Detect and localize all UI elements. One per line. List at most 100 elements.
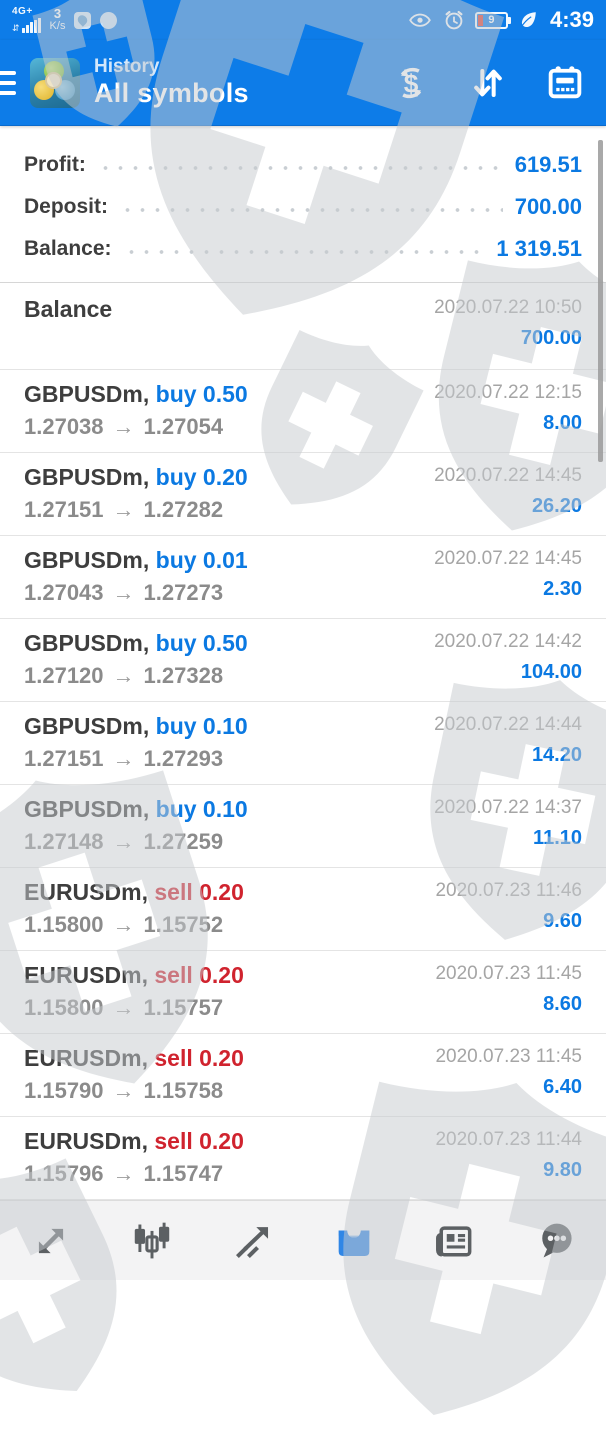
- arrow-glyph: →: [112, 579, 135, 605]
- summary-row-balance: Balance: 1 319.51: [24, 228, 582, 270]
- news-icon: [435, 1225, 471, 1256]
- trade-prices: 1.27148 → 1.27259: [24, 828, 224, 854]
- trade-symbol: EURUSDm,: [24, 962, 148, 988]
- history-trade-row[interactable]: GBPUSDm, buy 0.01 1.27043 → 1.27273 2020.0…: [0, 536, 606, 619]
- trade-side-volume: sell 0.20: [154, 962, 244, 988]
- arrow-glyph: →: [112, 662, 135, 688]
- network-type-label: 4G+: [12, 6, 33, 17]
- row-profit: 9.80: [543, 1158, 582, 1181]
- row-datetime: 2020.07.22 14:42: [434, 631, 582, 652]
- arrow-glyph: →: [112, 496, 135, 522]
- history-trade-row[interactable]: GBPUSDm, buy 0.10 1.27151 → 1.27293 2020.0…: [0, 702, 606, 785]
- arrow-glyph: →: [112, 911, 135, 937]
- row-profit: 104.00: [520, 660, 582, 683]
- trade-symbol: EURUSDm,: [24, 1128, 148, 1154]
- trade-symbol: GBPUSDm,: [24, 796, 150, 822]
- trade-icon: [235, 1226, 268, 1258]
- trade-symbol: GBPUSDm,: [24, 381, 150, 407]
- calendar-icon[interactable]: [544, 62, 586, 104]
- row-datetime: 2020.07.23 11:45: [435, 963, 582, 984]
- summary-label: Deposit:: [24, 195, 108, 218]
- arrow-glyph: →: [112, 745, 135, 771]
- header-titles: History All symbols: [94, 56, 390, 109]
- dotted-leader: [120, 208, 503, 212]
- nav-item-history[interactable]: [303, 1218, 404, 1264]
- nav-item-quotes[interactable]: [0, 1219, 101, 1263]
- history-trade-row[interactable]: EURUSDm, sell 0.20 1.15790 → 1.15758 2020.…: [0, 1034, 606, 1117]
- scrollbar[interactable]: [598, 140, 603, 462]
- trade-symbol: EURUSDm,: [24, 879, 148, 905]
- app-logo: [30, 57, 80, 108]
- row-profit: 8.60: [543, 992, 582, 1015]
- trade-side-volume: buy 0.20: [155, 464, 248, 490]
- row-datetime: 2020.07.23 11:46: [435, 880, 582, 901]
- row-profit: 6.40: [543, 1075, 582, 1098]
- trade-prices: 1.15790 → 1.15758: [24, 1077, 224, 1103]
- history-trade-row[interactable]: GBPUSDm, buy 0.20 1.27151 → 1.27282 2020.0…: [0, 453, 606, 536]
- row-profit: 2.30: [543, 577, 582, 600]
- bottom-nav: [0, 1200, 606, 1280]
- history-trade-row[interactable]: EURUSDm, sell 0.20 1.15800 → 1.15757 2020.…: [0, 951, 606, 1034]
- history-trade-row[interactable]: GBPUSDm, buy 0.10 1.27148 → 1.27259 2020.0…: [0, 785, 606, 868]
- trade-prices: 1.27151 → 1.27293: [24, 745, 224, 771]
- row-datetime: 2020.07.22 10:50: [434, 297, 582, 318]
- history-icon: [338, 1229, 369, 1256]
- trade-prices: 1.15800 → 1.15757: [24, 994, 224, 1020]
- trade-symbol: EURUSDm,: [24, 1045, 148, 1071]
- nav-item-messages[interactable]: [505, 1219, 606, 1263]
- row-profit: 8.00: [543, 411, 582, 434]
- trade-side-volume: sell 0.20: [154, 1128, 244, 1154]
- row-datetime: 2020.07.23 11:45: [435, 1046, 582, 1067]
- arrow-glyph: →: [112, 413, 135, 439]
- nav-item-news[interactable]: [404, 1219, 505, 1263]
- battery-level-label: 9: [488, 14, 495, 26]
- app-header: History All symbols $: [0, 40, 606, 126]
- trade-prices: 1.27038 → 1.27054: [24, 413, 224, 439]
- alarm-icon: [445, 10, 463, 30]
- battery-icon: 9: [474, 11, 511, 29]
- row-datetime: 2020.07.23 11:44: [435, 1129, 582, 1150]
- summary-value: 1 319.51: [496, 236, 582, 261]
- row-datetime: 2020.07.22 14:37: [434, 797, 582, 818]
- history-trade-row[interactable]: EURUSDm, sell 0.20 1.15800 → 1.15752 2020.…: [0, 868, 606, 951]
- summary-row-deposit: Deposit: 700.00: [24, 186, 582, 228]
- arrow-glyph: →: [112, 1077, 135, 1103]
- row-profit: 9.60: [543, 909, 582, 932]
- arrow-glyph: →: [112, 994, 135, 1020]
- history-trade-row[interactable]: GBPUSDm, buy 0.50 1.27120 → 1.27328 2020.0…: [0, 619, 606, 702]
- arrow-glyph: →: [112, 1160, 135, 1186]
- trade-prices: 1.27043 → 1.27273: [24, 579, 224, 605]
- nav-item-charts[interactable]: [101, 1219, 202, 1263]
- summary-label: Balance:: [24, 237, 112, 260]
- symbols-filter-label: All symbols: [94, 77, 249, 108]
- trade-prices: 1.15796 → 1.15747: [24, 1160, 224, 1186]
- exchange-icon[interactable]: $: [390, 62, 432, 104]
- trade-side-volume: buy 0.50: [155, 630, 248, 656]
- arrow-glyph: →: [112, 828, 135, 854]
- dotted-leader: [123, 250, 485, 254]
- dotted-leader: [97, 166, 503, 170]
- history-list: Balance 2020.07.22 10:50 700.00 GBPUSDm,…: [0, 283, 606, 1200]
- notification-circle-icon: [100, 11, 118, 29]
- row-datetime: 2020.07.22 14:45: [434, 548, 582, 569]
- clock: 4:39: [549, 7, 594, 32]
- quotes-icon: [38, 1228, 63, 1253]
- trade-symbol: GBPUSDm,: [24, 630, 150, 656]
- sort-icon[interactable]: [468, 63, 508, 103]
- trade-side-volume: buy 0.10: [155, 713, 248, 739]
- leaf-icon: [520, 12, 536, 29]
- trade-side-volume: sell 0.20: [154, 879, 244, 905]
- row-datetime: 2020.07.22 12:15: [434, 382, 582, 403]
- history-trade-row[interactable]: EURUSDm, sell 0.20 1.15796 → 1.15747 2020.…: [0, 1117, 606, 1200]
- menu-icon[interactable]: [0, 70, 22, 95]
- trade-side-volume: buy 0.10: [155, 796, 248, 822]
- trade-prices: 1.27151 → 1.27282: [24, 496, 224, 522]
- row-datetime: 2020.07.22 14:44: [434, 714, 582, 735]
- summary-row-profit: Profit: 619.51: [24, 144, 582, 186]
- notification-drop-icon: [74, 11, 92, 29]
- summary-label: Profit:: [24, 153, 86, 176]
- summary-value: 700.00: [514, 194, 582, 219]
- nav-item-trade[interactable]: [202, 1219, 303, 1263]
- history-balance-row[interactable]: Balance 2020.07.22 10:50 700.00: [0, 283, 606, 370]
- history-trade-row[interactable]: GBPUSDm, buy 0.50 1.27038 → 1.27054 2020.0…: [0, 370, 606, 453]
